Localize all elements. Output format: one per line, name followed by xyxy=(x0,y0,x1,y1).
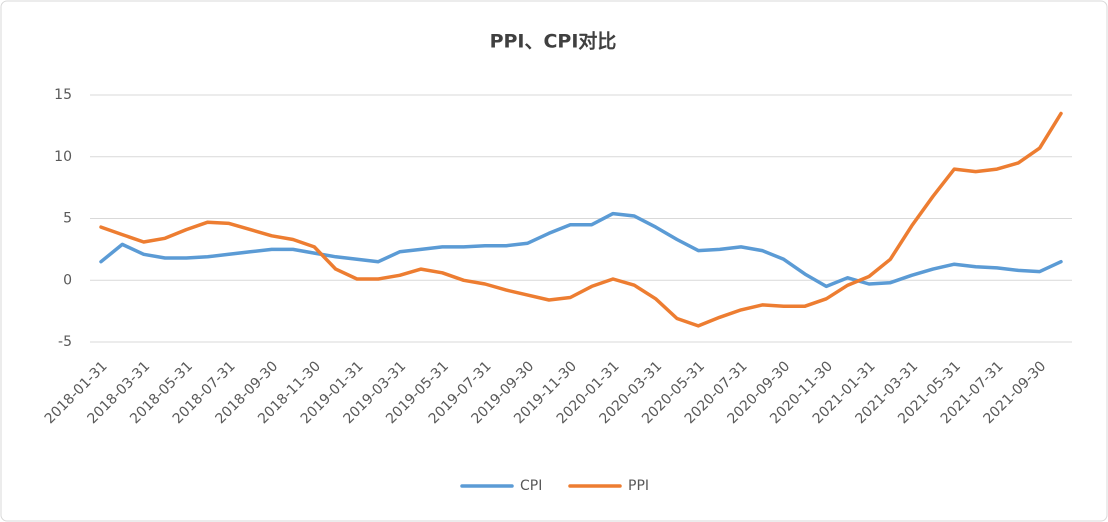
line-series xyxy=(99,211,1063,289)
y-tick-label: 15 xyxy=(54,87,72,103)
legend-label: PPI xyxy=(628,478,649,494)
legend-label: CPI xyxy=(520,478,542,494)
y-tick-label: 10 xyxy=(54,149,72,165)
y-tick-label: -5 xyxy=(58,334,72,350)
line-series xyxy=(99,111,1063,328)
y-tick-label: 0 xyxy=(63,272,72,288)
chart-title: PPI、CPI对比 xyxy=(490,30,617,53)
y-tick-label: 5 xyxy=(63,211,72,227)
